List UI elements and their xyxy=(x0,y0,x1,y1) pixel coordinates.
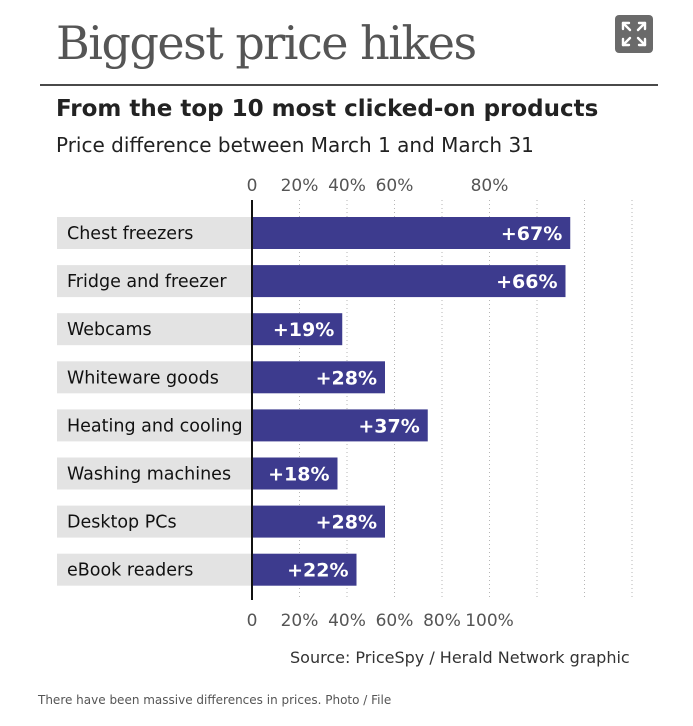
category-label: Washing machines xyxy=(67,465,231,485)
bar-value-label: +67% xyxy=(501,223,562,245)
bar-value-label: +28% xyxy=(316,512,377,534)
category-label: Webcams xyxy=(67,320,152,340)
bar-value-label: +22% xyxy=(287,560,348,582)
top-tick-label: 0 xyxy=(247,176,258,196)
category-label-bg xyxy=(57,361,252,394)
bar-value-label: +18% xyxy=(268,464,329,486)
category-label: Whiteware goods xyxy=(67,368,219,388)
category-label-bg xyxy=(57,409,252,442)
category-label-bg xyxy=(57,553,252,586)
category-label-bg xyxy=(57,505,252,538)
bar xyxy=(252,361,385,394)
expand-icon xyxy=(621,21,647,47)
bottom-tick-label: 40% xyxy=(328,611,366,631)
top-tick-label: 60% xyxy=(376,176,414,196)
top-tick-label: 20% xyxy=(281,176,319,196)
chart-title: Biggest price hikes xyxy=(56,16,477,70)
category-label: Heating and cooling xyxy=(67,416,243,436)
category-label-bg xyxy=(57,217,252,249)
bar xyxy=(252,313,343,346)
bar-value-label: +37% xyxy=(358,415,419,437)
bar-value-label: +66% xyxy=(496,271,557,293)
bar xyxy=(252,553,357,586)
bottom-tick-label: 60% xyxy=(376,611,414,631)
photo-caption: There have been massive differences in p… xyxy=(38,693,392,707)
bar xyxy=(252,265,566,298)
bar xyxy=(252,217,571,249)
bottom-tick-label: 100% xyxy=(465,611,514,631)
source-note: Source: PriceSpy / Herald Network graphi… xyxy=(290,648,630,667)
bar xyxy=(252,457,338,490)
category-label-bg xyxy=(57,265,252,298)
bottom-tick-label: 80% xyxy=(423,611,461,631)
top-tick-label: 80% xyxy=(471,176,509,196)
bottom-tick-label: 0 xyxy=(247,611,258,631)
bottom-tick-label: 20% xyxy=(281,611,319,631)
bar-chart: 0 20% 40% 60% 80%0 20% 40% 60% 80% 100%Chest free… xyxy=(57,176,633,631)
category-label: eBook readers xyxy=(67,561,193,581)
title-divider xyxy=(40,84,658,86)
category-label: Chest freezers xyxy=(67,224,193,244)
expand-button[interactable] xyxy=(615,15,653,53)
bar xyxy=(252,505,385,538)
chart-description: Price difference between March 1 and Mar… xyxy=(56,133,534,157)
category-label: Desktop PCs xyxy=(67,513,177,533)
category-label-bg xyxy=(57,457,252,490)
chart-subtitle: From the top 10 most clicked-on products xyxy=(56,96,599,122)
category-label: Fridge and freezer xyxy=(67,272,227,292)
category-label-bg xyxy=(57,313,252,346)
bar-value-label: +28% xyxy=(316,367,377,389)
bar-value-label: +19% xyxy=(273,319,334,341)
bar xyxy=(252,409,428,442)
top-tick-label: 40% xyxy=(328,176,366,196)
